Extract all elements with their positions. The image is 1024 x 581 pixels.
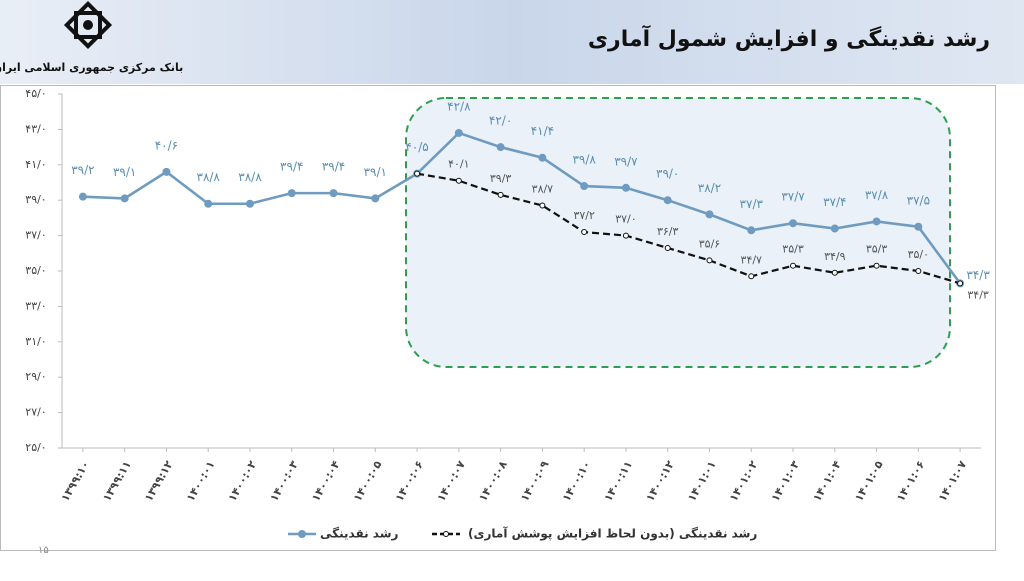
data-label: ۳۵/۳ <box>782 243 804 256</box>
data-point <box>747 226 756 235</box>
data-point <box>581 229 588 236</box>
legend-label: رشد نقدینگی (بدون لحاظ افزایش پوشش آماری… <box>468 526 757 542</box>
data-label: ۳۴/۹ <box>824 250 846 263</box>
data-label: ۳۵/۶ <box>699 237 720 250</box>
data-point <box>245 199 254 208</box>
data-label: ۳۴/۳ <box>967 288 989 301</box>
bank-name: بانک مرکزی جمهوری اسلامی ایران <box>0 61 183 74</box>
data-point <box>580 182 589 191</box>
data-point <box>915 268 922 274</box>
data-label: ۳۹/۱ <box>113 165 136 179</box>
data-label: ۳۹/۳ <box>490 172 512 185</box>
data-point <box>748 273 755 280</box>
data-point <box>496 143 505 152</box>
data-point <box>78 192 87 201</box>
data-label: ۴۰/۱ <box>448 158 469 171</box>
y-tick-label: ۳۳/۰ <box>25 299 46 312</box>
y-tick-label: ۳۱/۰ <box>25 335 46 348</box>
data-point <box>414 170 421 177</box>
data-label: ۳۷/۸ <box>865 188 889 202</box>
data-label: ۳۷/۲ <box>573 209 595 222</box>
data-label: ۳۴/۳ <box>966 268 990 282</box>
data-label: ۴۲/۰ <box>489 114 512 128</box>
highlight-box <box>405 97 951 368</box>
data-point <box>204 199 213 208</box>
y-tick-label: ۳۷/۰ <box>25 229 46 242</box>
data-point <box>371 194 380 203</box>
data-label: ۳۹/۴ <box>280 160 303 174</box>
y-tick-label: ۳۵/۰ <box>25 264 46 277</box>
data-label: ۴۲/۸ <box>447 99 471 113</box>
data-point <box>664 244 671 251</box>
slide-title: رشد نقدینگی و افزایش شمول آماری <box>588 24 990 52</box>
data-label: ۴۰/۵ <box>405 140 428 154</box>
data-point <box>789 219 798 228</box>
data-point <box>914 222 923 231</box>
data-point <box>705 210 714 219</box>
data-point <box>454 128 463 137</box>
data-label: ۳۸/۸ <box>238 170 262 184</box>
data-label: ۳۵/۰ <box>908 248 929 261</box>
y-tick-label: ۲۵/۰ <box>25 441 46 454</box>
data-label: ۳۷/۴ <box>823 195 846 209</box>
data-point <box>830 224 839 233</box>
y-tick-label: ۴۳/۰ <box>25 122 46 135</box>
logo <box>63 0 113 50</box>
data-label: ۴۱/۴ <box>531 124 554 138</box>
data-point <box>790 262 797 269</box>
data-point <box>497 191 504 198</box>
data-label: ۳۶/۳ <box>657 225 679 238</box>
data-label: ۳۷/۰ <box>615 213 636 226</box>
data-label: ۴۰/۶ <box>155 138 178 152</box>
legend-marker <box>443 531 449 537</box>
series-line <box>82 131 962 285</box>
data-point <box>663 196 672 205</box>
data-label: ۳۹/۸ <box>572 153 596 167</box>
data-point <box>621 183 630 192</box>
y-tick-label: ۴۵/۰ <box>25 87 46 100</box>
data-point <box>872 217 881 226</box>
data-point <box>539 202 546 209</box>
data-point <box>957 280 964 287</box>
legend-label: رشد نقدینگی <box>320 527 399 541</box>
series-line <box>416 172 961 285</box>
data-label: ۳۷/۳ <box>740 197 764 211</box>
data-point <box>329 189 338 198</box>
data-label: ۳۹/۰ <box>656 167 679 181</box>
data-point <box>455 177 462 184</box>
legend-marker <box>298 530 306 538</box>
y-tick-label: ۳۹/۰ <box>25 193 46 206</box>
data-label: ۳۹/۷ <box>614 154 638 168</box>
data-point <box>622 232 629 239</box>
data-label: ۳۸/۲ <box>698 181 721 195</box>
page-number: ۱۵ <box>38 545 49 556</box>
y-tick-label: ۴۱/۰ <box>25 158 46 171</box>
y-tick-label: ۲۷/۰ <box>25 406 46 419</box>
data-point <box>162 167 171 176</box>
header-band <box>0 0 1024 84</box>
data-label: ۳۹/۴ <box>322 160 345 174</box>
data-label: ۳۴/۷ <box>741 253 763 266</box>
data-point <box>120 194 129 203</box>
data-label: ۳۸/۷ <box>532 183 554 196</box>
data-point <box>706 257 713 264</box>
data-label: ۳۸/۸ <box>197 170 221 184</box>
y-tick-label: ۲۹/۰ <box>25 370 46 383</box>
data-label: ۳۷/۷ <box>781 190 805 204</box>
data-point <box>873 262 880 269</box>
data-label: ۳۵/۳ <box>866 243 888 256</box>
data-point <box>538 153 547 162</box>
data-point <box>831 269 838 276</box>
data-label: ۳۷/۵ <box>907 193 930 207</box>
data-label: ۳۹/۲ <box>71 163 94 177</box>
data-point <box>287 189 296 198</box>
data-label: ۳۹/۱ <box>364 165 387 179</box>
